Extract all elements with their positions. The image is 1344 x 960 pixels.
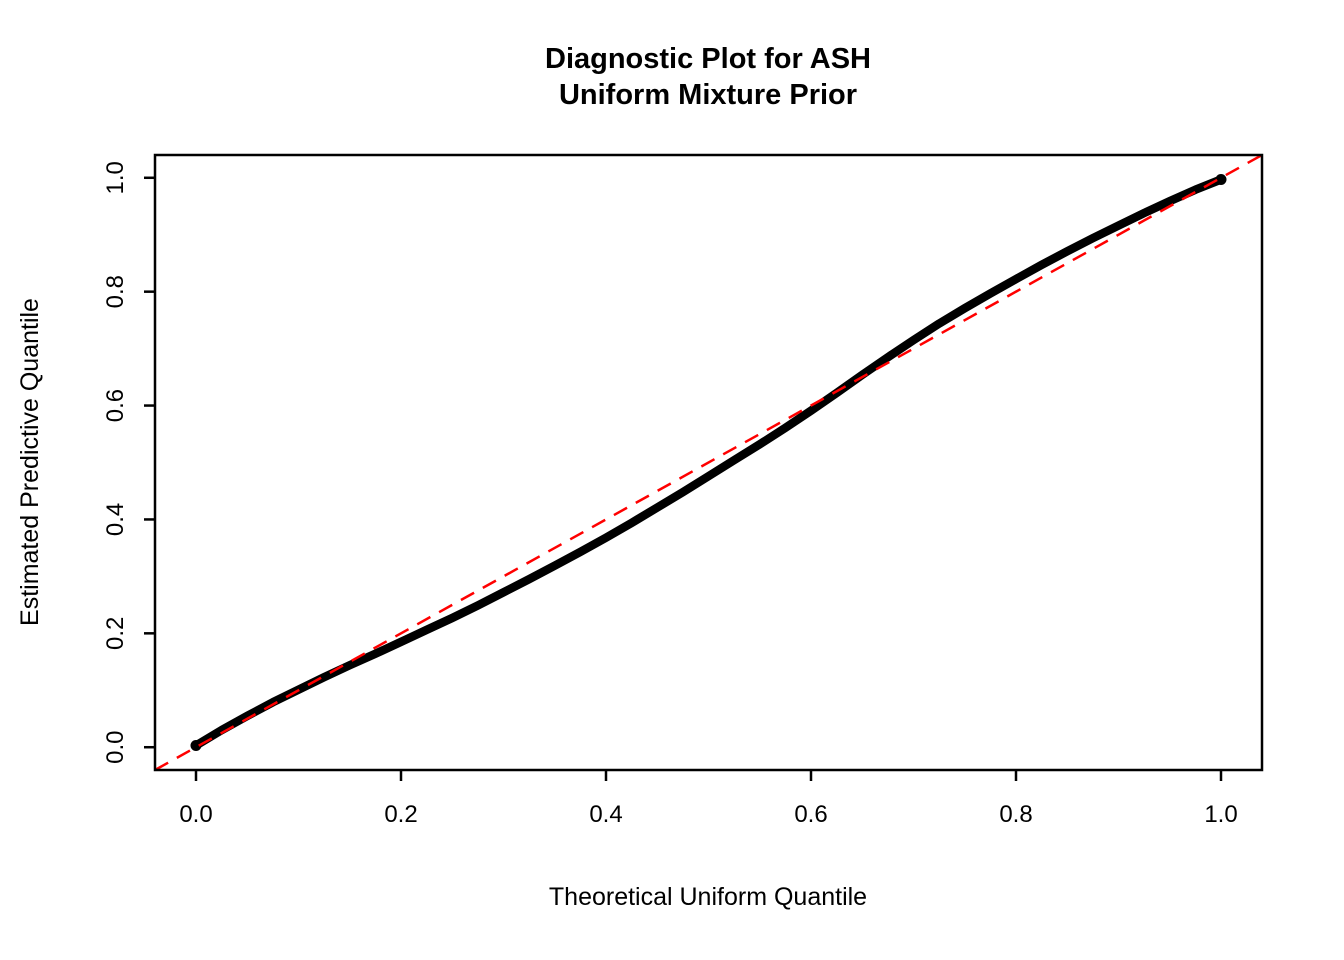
y-tick-label: 0.0 <box>102 731 129 764</box>
curve-endpoint-dot <box>190 740 202 752</box>
y-tick-label: 0.6 <box>102 389 129 422</box>
y-axis-label: Estimated Predictive Quantile <box>16 298 44 626</box>
x-axis-label: Theoretical Uniform Quantile <box>549 883 867 911</box>
x-tick-label: 0.6 <box>794 801 827 828</box>
plot-area: 0.0 0.2 0.4 0.6 0.8 1.0 0.0 0.2 0.4 0.6 0.8 1.0 <box>102 153 1263 828</box>
y-tick-label: 0.4 <box>102 503 129 536</box>
reference-line-y-equals-x <box>154 153 1263 772</box>
x-tick-label: 0.4 <box>589 801 622 828</box>
curve-endpoint-dot <box>1215 173 1227 185</box>
estimated-predictive-quantiles <box>191 175 1226 750</box>
y-tick-label: 0.2 <box>102 617 129 650</box>
plot-title-line1: Diagnostic Plot for ASH <box>545 43 871 75</box>
y-tick-label: 1.0 <box>102 161 129 194</box>
y-tick-label: 0.8 <box>102 275 129 308</box>
plot-frame <box>153 153 1264 772</box>
x-tick-label: 0.2 <box>384 801 417 828</box>
x-tick-label: 0.8 <box>999 801 1032 828</box>
plot-title-line2: Uniform Mixture Prior <box>559 79 857 111</box>
x-tick-label: 1.0 <box>1204 801 1237 828</box>
x-tick-label: 0.0 <box>179 801 212 828</box>
